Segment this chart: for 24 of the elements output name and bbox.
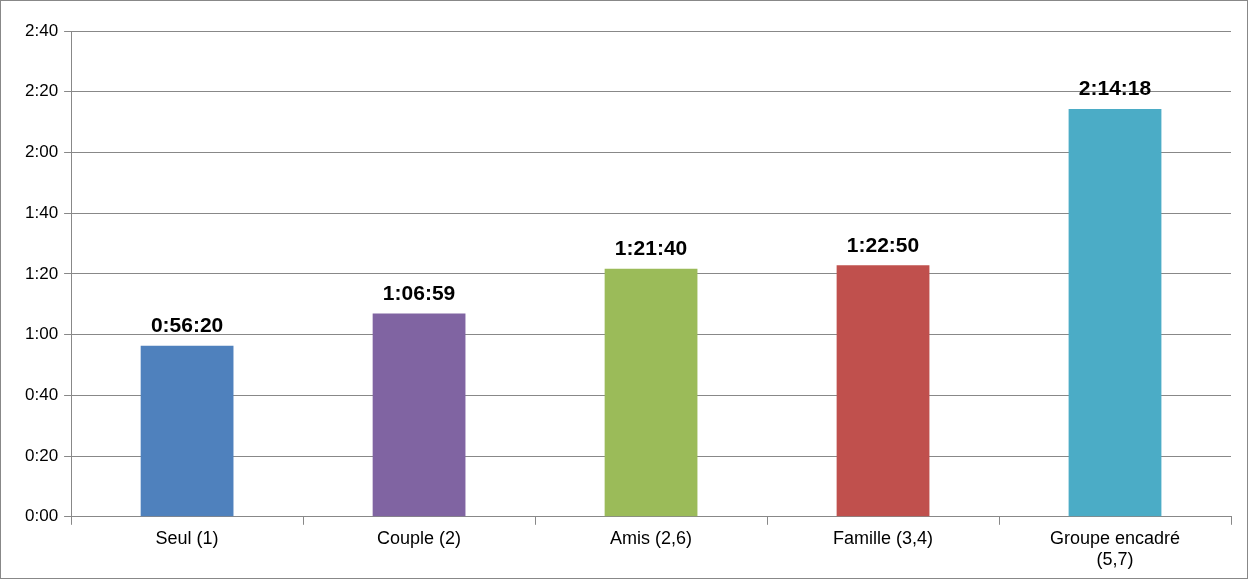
y-tick-label: 0:20 — [24, 445, 59, 465]
data-label: 0:56:20 — [150, 313, 224, 337]
y-tick-label: 0:40 — [24, 385, 59, 405]
y-tick-label: 2:00 — [24, 142, 59, 162]
y-tick-label: 1:40 — [24, 202, 59, 222]
bar — [604, 268, 698, 517]
x-tick-label: Groupe encadré (5,7) — [1049, 527, 1181, 570]
x-tick-label: Famille (3,4) — [833, 527, 934, 548]
y-tick-label: 1:00 — [24, 324, 59, 344]
data-label: 1:21:40 — [614, 236, 688, 260]
bar — [372, 313, 466, 517]
x-tick-label: Seul (1) — [155, 527, 219, 548]
x-tick-label: Amis (2,6) — [610, 527, 693, 548]
bar — [1068, 109, 1162, 517]
y-tick-label: 2:20 — [24, 81, 59, 101]
data-label: 2:14:18 — [1078, 76, 1152, 100]
x-tick-label: Couple (2) — [377, 527, 462, 548]
data-label: 1:22:50 — [846, 232, 920, 256]
bar — [140, 345, 234, 517]
y-tick-label: 1:20 — [24, 263, 59, 283]
y-tick-label: 0:00 — [24, 506, 59, 526]
data-label: 1:06:59 — [382, 280, 456, 304]
bar — [836, 265, 930, 517]
y-tick-label: 2:40 — [24, 20, 59, 40]
